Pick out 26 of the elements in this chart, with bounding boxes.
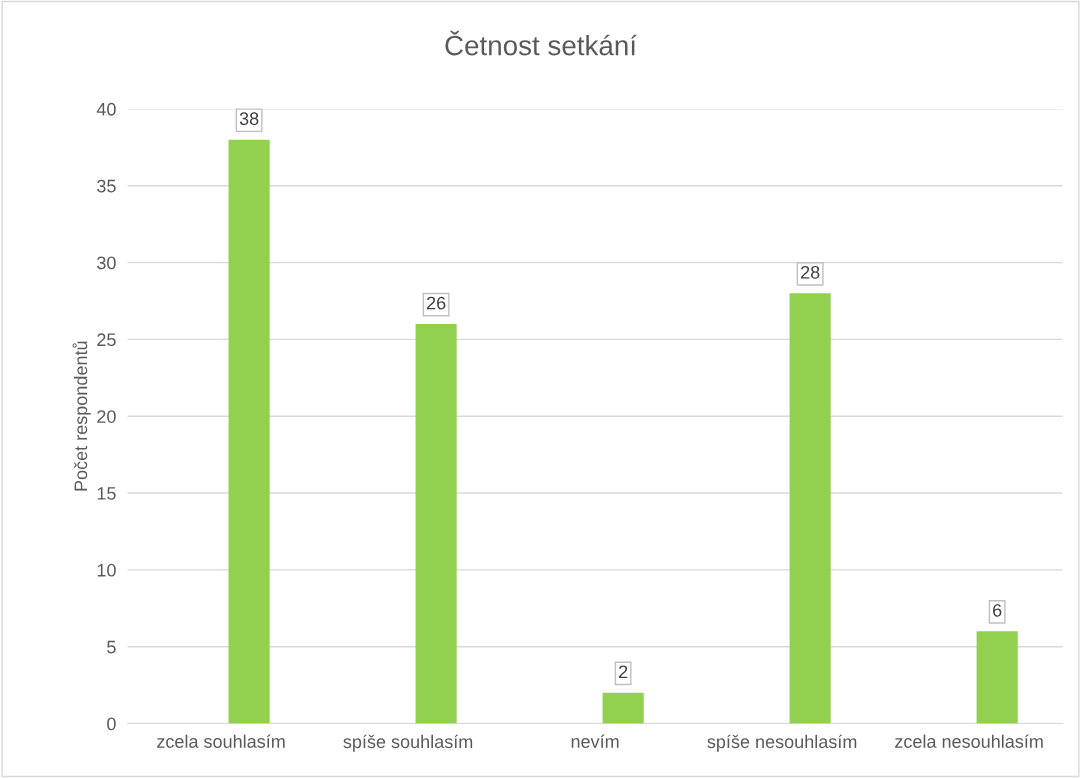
data-label: 28 bbox=[801, 265, 820, 279]
y-tick-label: 30 bbox=[97, 256, 116, 270]
y-tick-label: 25 bbox=[97, 333, 116, 347]
x-tick-label: zcela souhlasím bbox=[157, 734, 285, 748]
x-tick-label: spíše souhlasím bbox=[343, 734, 473, 752]
y-tick-label: 15 bbox=[97, 487, 116, 500]
y-tick-label: 20 bbox=[97, 410, 116, 423]
data-label: 26 bbox=[427, 296, 446, 310]
y-tick-label: 35 bbox=[97, 179, 116, 193]
bar bbox=[789, 293, 831, 724]
x-tick-label: spíše nesouhlasím bbox=[707, 734, 857, 752]
data-label: 2 bbox=[619, 665, 628, 679]
bar bbox=[228, 139, 270, 724]
y-tick-label: 40 bbox=[96, 102, 116, 116]
x-tick-label: zcela nesouhlasím bbox=[895, 734, 1043, 748]
bar bbox=[976, 631, 1018, 724]
data-label: 6 bbox=[993, 603, 1002, 617]
y-tick-label: 0 bbox=[107, 717, 116, 731]
y-tick-label: 5 bbox=[107, 640, 116, 654]
chart-title: Četnost setkání bbox=[445, 30, 637, 56]
bar bbox=[602, 692, 644, 724]
data-label: 38 bbox=[239, 112, 259, 126]
bar bbox=[415, 324, 457, 724]
y-tick-label: 10 bbox=[97, 563, 116, 577]
y-axis-title: Počet respondentů bbox=[72, 341, 91, 491]
x-tick-label: nevím bbox=[571, 734, 619, 748]
